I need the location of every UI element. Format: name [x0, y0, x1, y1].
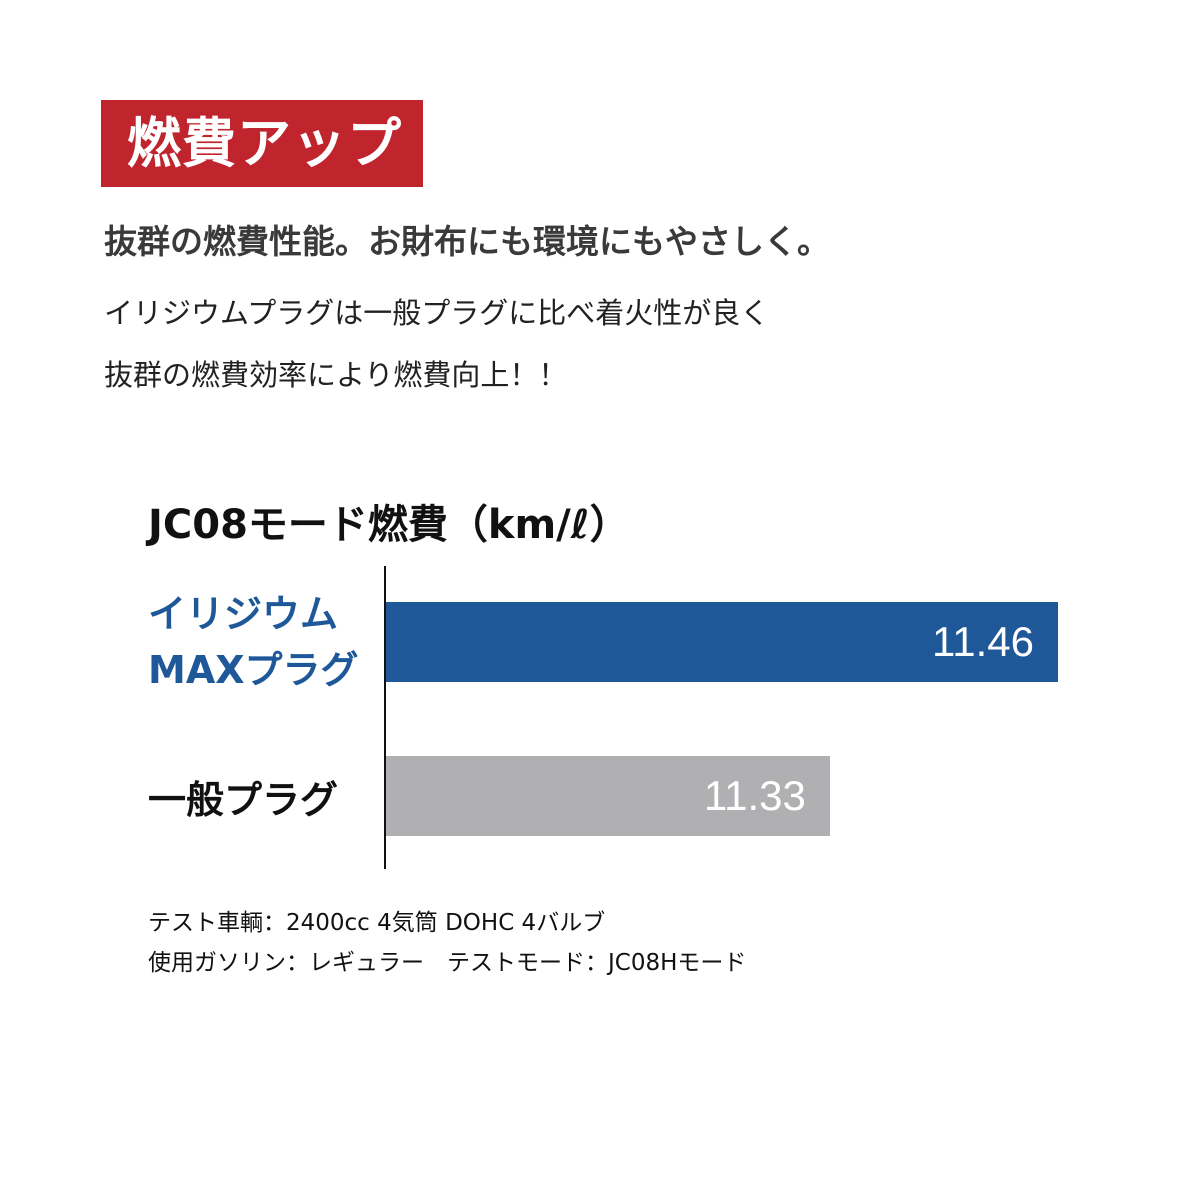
test-conditions-note: 使用ガソリン：レギュラー テストモード：JC08Hモード: [148, 950, 747, 976]
chart-axis: [384, 566, 386, 869]
bar-value-label: 11.33: [703, 772, 806, 819]
bar-value-label: 11.46: [932, 618, 1034, 665]
test-vehicle-note: テスト車輌：2400cc 4気筒 DOHC 4バルブ: [148, 910, 606, 936]
category-label-line: MAXプラグ: [148, 648, 359, 692]
category-label-line: イリジウム: [148, 592, 339, 636]
chart-title: JC08モード燃費（km/ℓ）: [148, 502, 630, 548]
section-badge: 燃費アップ: [101, 100, 423, 187]
body-line-2: 抜群の燃費効率により燃費向上！！: [104, 358, 568, 392]
category-label-iridium: イリジウム MAXプラグ: [148, 586, 359, 698]
category-label-standard: 一般プラグ: [148, 778, 339, 822]
body-line-1: イリジウムプラグは一般プラグに比べ着火性が良く: [104, 296, 770, 330]
headline: 抜群の燃費性能。お財布にも環境にもやさしく。: [104, 222, 830, 261]
bar-iridium: 11.46: [386, 602, 1058, 682]
bar-standard: 11.33: [386, 756, 830, 836]
